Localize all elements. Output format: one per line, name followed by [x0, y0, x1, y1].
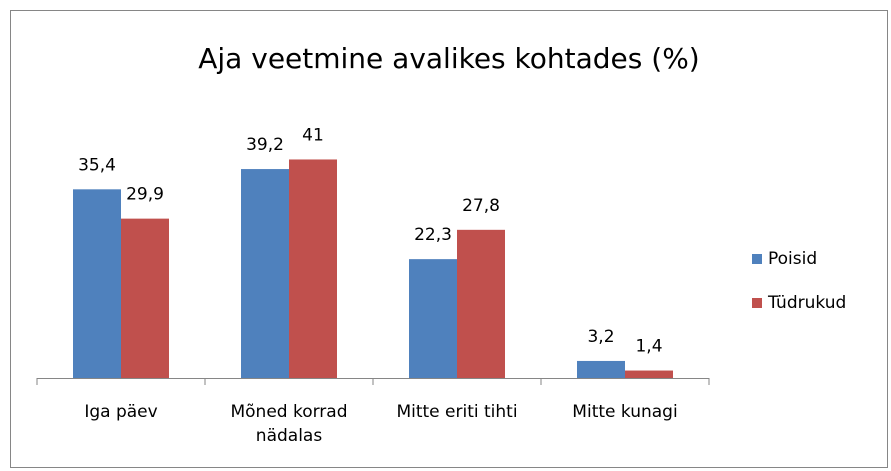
legend-label: Tüdrukud — [767, 293, 846, 313]
data-label: 27,8 — [462, 196, 500, 216]
bar — [73, 189, 121, 378]
data-label: 35,4 — [78, 155, 116, 175]
data-label: 41 — [302, 125, 324, 145]
x-tick-label: Mitte kunagi — [572, 402, 678, 422]
bar — [457, 229, 505, 378]
x-tick-label: Iga päev — [84, 402, 158, 422]
data-label: 1,4 — [635, 337, 662, 357]
data-label: 39,2 — [246, 135, 284, 155]
bar — [409, 259, 457, 378]
bar — [577, 360, 625, 378]
chart-title: Aja veetmine avalikes kohtades (%) — [198, 42, 699, 75]
bar — [121, 218, 169, 378]
bar — [241, 169, 289, 378]
bar — [625, 370, 673, 378]
bar — [289, 159, 337, 378]
data-label: 29,9 — [126, 185, 164, 205]
x-tick-label: Mõned korrad nädalas — [230, 402, 348, 446]
data-label: 3,2 — [587, 327, 614, 347]
legend-swatch — [752, 298, 762, 308]
data-label: 22,3 — [414, 225, 452, 245]
x-tick-label: Mitte eriti tihti — [396, 402, 518, 422]
legend-swatch — [752, 254, 762, 264]
legend-label: Poisid — [768, 249, 817, 269]
